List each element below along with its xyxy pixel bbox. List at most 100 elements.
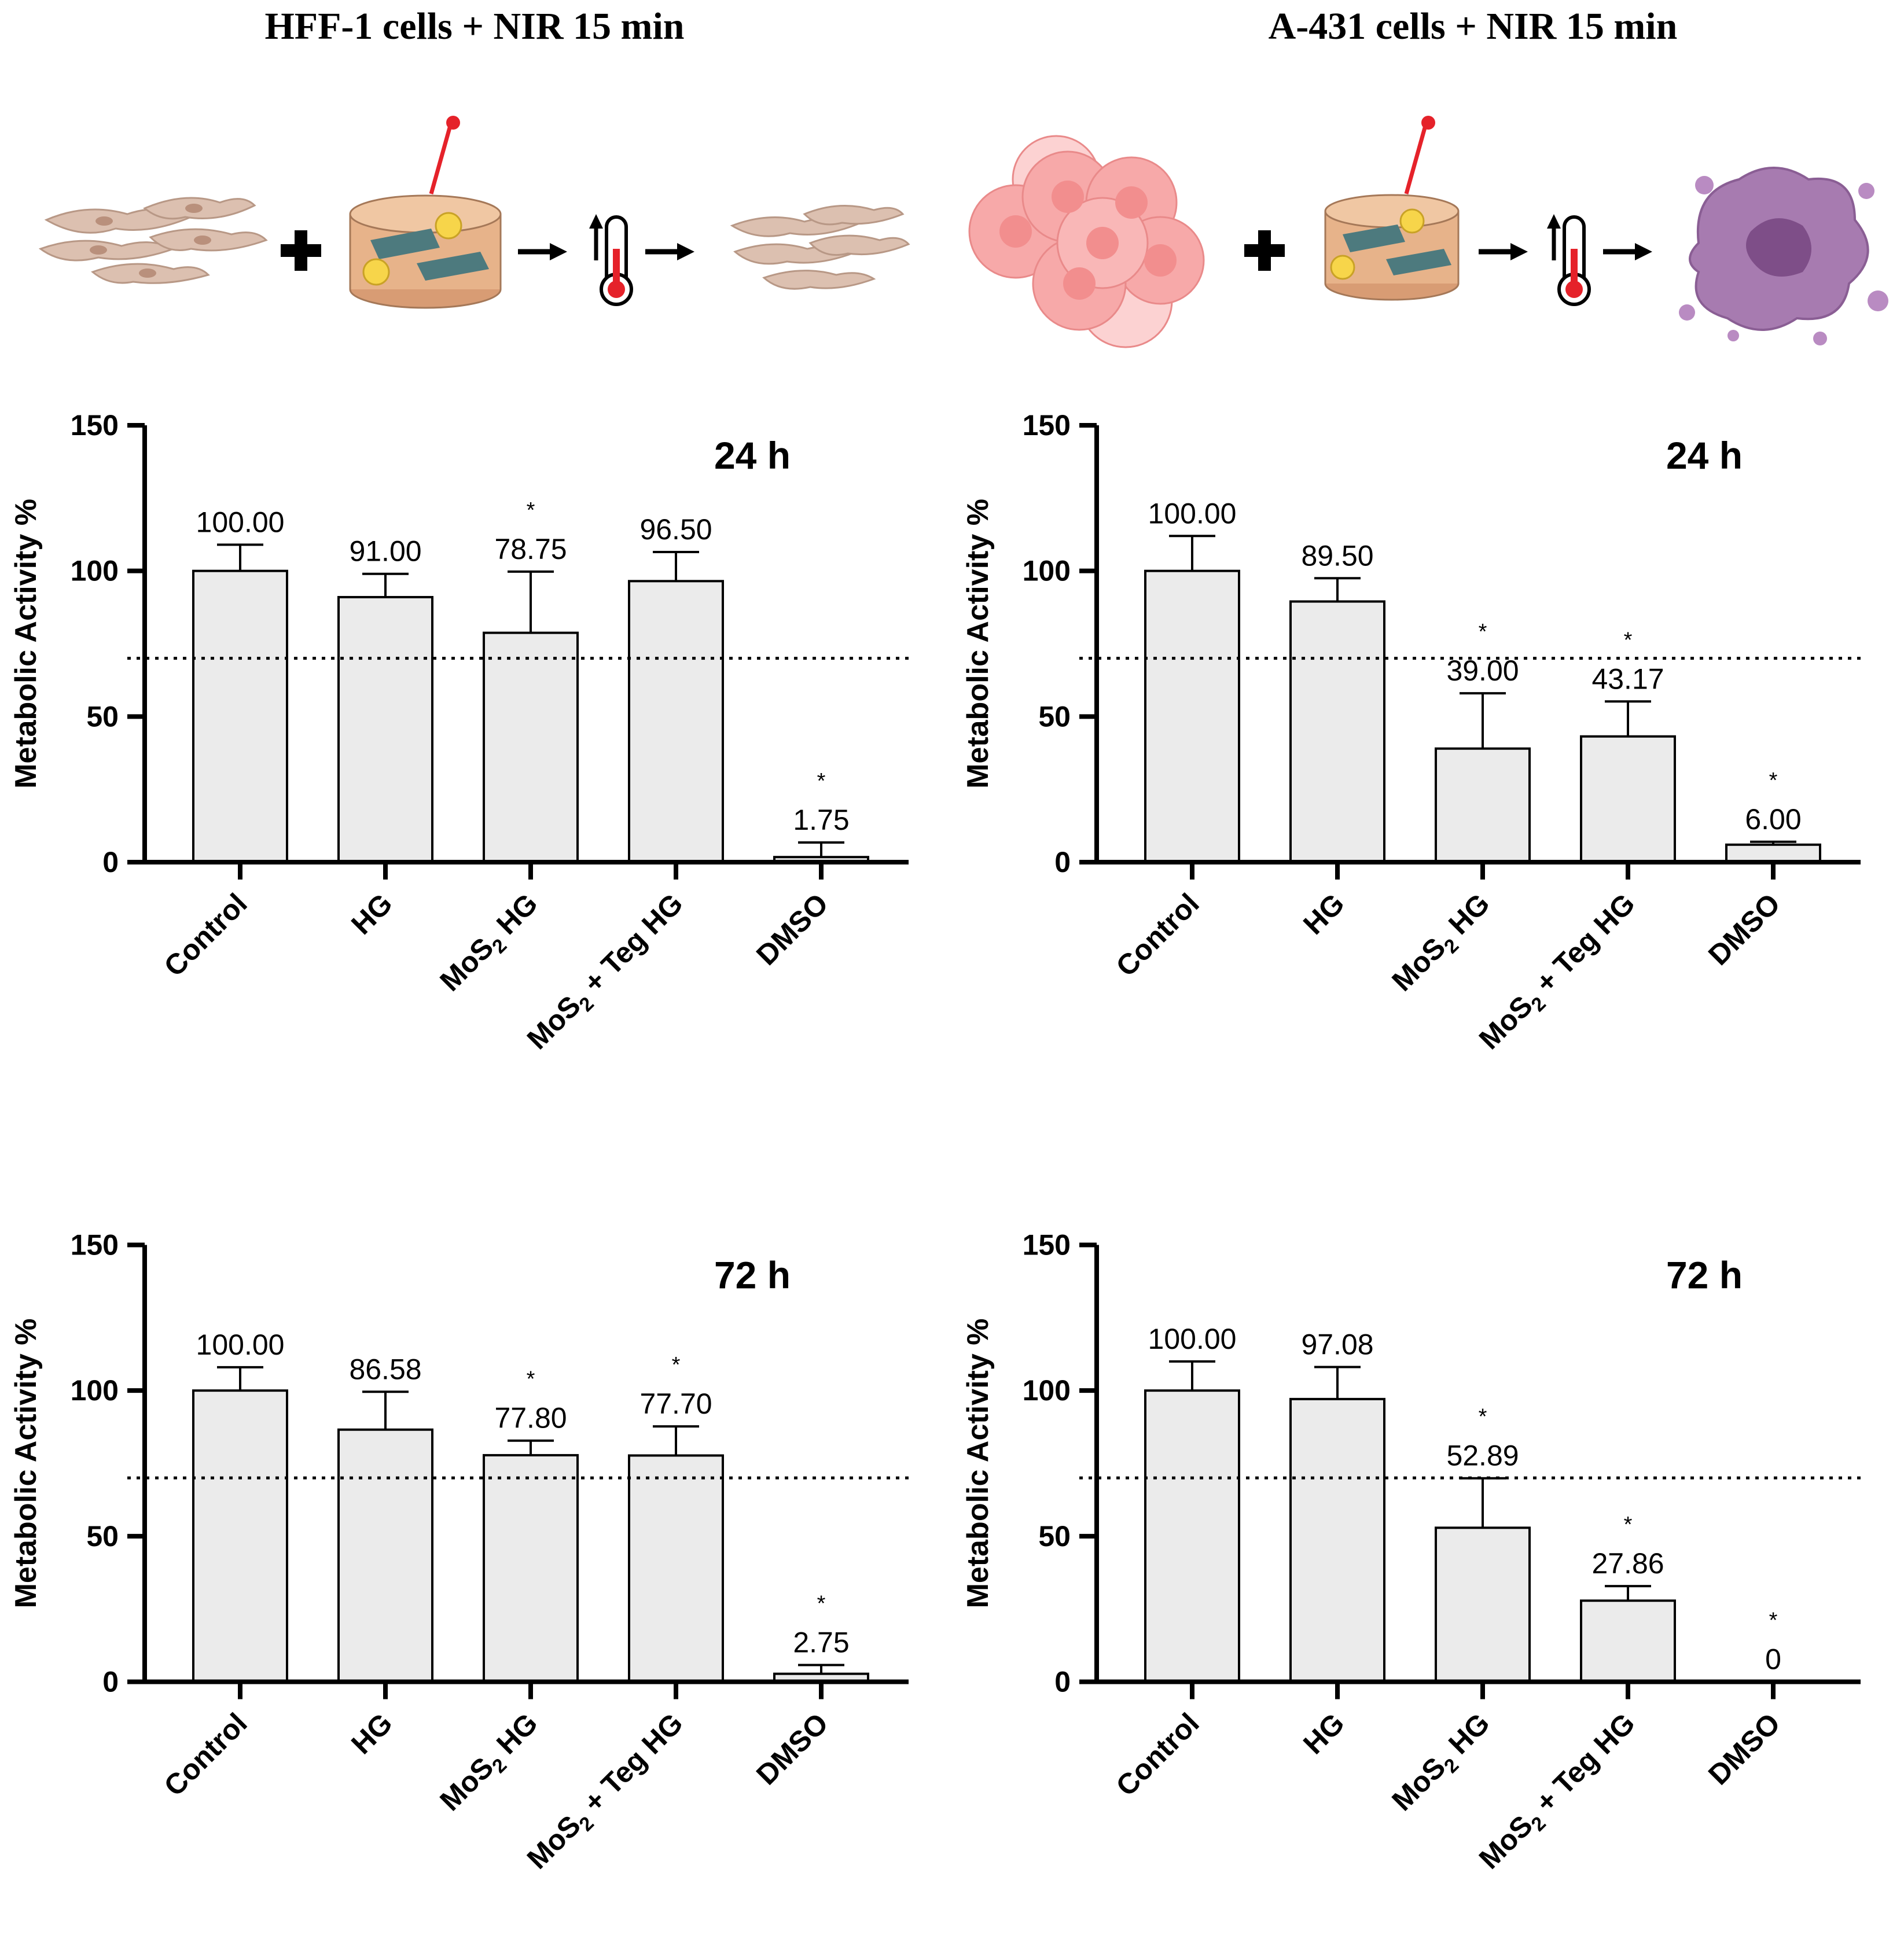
bar-5: [1725, 843, 1821, 863]
significance-marker: *: [672, 1353, 681, 1377]
x-category-label: DMSO: [1702, 1707, 1787, 1791]
arrow-icon: [1603, 243, 1652, 260]
x-category-label: MoS2 HG: [1385, 887, 1499, 1001]
x-category-label: DMSO: [750, 1707, 835, 1791]
value-label: 100.00: [196, 1329, 285, 1361]
chart-a431-24h: Metabolic Activity % 24 h 0 50 100 150 100.00 C…: [961, 409, 1861, 1059]
bar-1: [1144, 1389, 1240, 1683]
thermometer-icon: [589, 214, 633, 306]
y-tick-label: 150: [1023, 1229, 1071, 1261]
x-category-label: DMSO: [1702, 887, 1787, 972]
significance-marker: *: [1479, 1405, 1487, 1429]
y-axis-label: Metabolic Activity %: [961, 499, 995, 789]
y-tick-label: 0: [102, 1666, 119, 1698]
bar-2: [1289, 1397, 1385, 1683]
fibroblast-cells-icon: [38, 197, 268, 284]
x-category-label: HG: [345, 1707, 399, 1761]
bar-2: [337, 595, 433, 863]
dead-cell-icon: [1679, 167, 1888, 345]
significance-marker: *: [817, 1592, 826, 1616]
bar-1: [192, 569, 288, 863]
x-category-label: MoS2 + Teg HG: [1473, 887, 1645, 1059]
a431-treatment-schematic: [968, 116, 1888, 348]
value-label: 78.75: [494, 533, 567, 565]
healthy-fibroblast-cells-icon: [730, 204, 910, 290]
plus-icon: [281, 230, 321, 271]
value-label: 39.00: [1446, 654, 1519, 687]
bar-4: [1580, 1599, 1676, 1683]
chart-hff1-72h: Metabolic Activity % 72 h 0 50 100 150 100.00 C…: [9, 1229, 909, 1879]
bar-1: [192, 1389, 288, 1683]
y-tick-label: 0: [1054, 846, 1071, 878]
hydrogel-dish-icon: [349, 116, 502, 309]
x-category-label: HG: [345, 887, 399, 941]
value-label: 86.58: [349, 1353, 421, 1385]
x-category-label: MoS2 HG: [1385, 1707, 1499, 1821]
plus-icon: [1244, 230, 1285, 271]
left-column-title: HFF-1 cells + NIR 15 min: [264, 5, 685, 47]
x-category-label: DMSO: [750, 887, 835, 972]
hff1-treatment-schematic: [38, 116, 910, 309]
value-label: 43.17: [1591, 663, 1664, 695]
value-label: 91.00: [349, 535, 421, 568]
y-tick-label: 100: [71, 555, 119, 587]
significance-marker: *: [1479, 620, 1487, 644]
y-tick-label: 50: [86, 1520, 119, 1552]
y-tick-label: 50: [1038, 1520, 1071, 1552]
value-label: 27.86: [1591, 1547, 1664, 1580]
significance-marker: *: [527, 498, 535, 523]
bar-2: [337, 1428, 433, 1683]
value-label: 77.80: [494, 1402, 567, 1434]
arrow-icon: [518, 243, 567, 260]
x-category-label: HG: [1297, 1707, 1351, 1761]
bar-4: [1580, 735, 1676, 863]
panel-time-label: 72 h: [714, 1254, 791, 1297]
x-category-label: HG: [1297, 887, 1351, 941]
y-tick-label: 100: [71, 1374, 119, 1407]
value-label: 1.75: [793, 804, 849, 836]
value-label: 100.00: [1148, 497, 1237, 529]
bar-3: [1435, 747, 1531, 864]
y-tick-label: 150: [71, 409, 119, 441]
y-tick-label: 150: [71, 1229, 119, 1261]
bar-3: [483, 1454, 579, 1683]
value-label: 96.50: [639, 513, 712, 546]
y-tick-label: 50: [1038, 700, 1071, 733]
y-tick-label: 100: [1023, 1374, 1071, 1407]
hydrogel-dish-icon: [1324, 116, 1460, 301]
x-category-label: Control: [1110, 1707, 1205, 1802]
value-label: 100.00: [1148, 1323, 1237, 1355]
bar-1: [1144, 569, 1240, 863]
significance-marker: *: [1624, 1513, 1633, 1537]
cancer-cell-cluster-icon: [968, 135, 1205, 348]
bar-4: [628, 1454, 724, 1683]
significance-marker: *: [1769, 1609, 1778, 1633]
x-category-label: Control: [158, 887, 253, 983]
significance-marker: *: [1624, 628, 1633, 652]
value-label: 0: [1765, 1643, 1781, 1676]
bar-3: [1435, 1526, 1531, 1683]
bar-4: [628, 580, 724, 863]
value-label: 89.50: [1301, 539, 1373, 572]
significance-marker: *: [527, 1367, 535, 1392]
significance-marker: *: [817, 769, 826, 793]
panel-time-label: 24 h: [1666, 434, 1743, 477]
y-tick-label: 0: [102, 846, 119, 878]
y-tick-label: 150: [1023, 409, 1071, 441]
value-label: 52.89: [1446, 1440, 1519, 1472]
x-category-label: Control: [158, 1707, 253, 1802]
x-category-label: Control: [1110, 887, 1205, 983]
x-category-label: MoS2 + Teg HG: [1473, 1707, 1645, 1879]
y-tick-label: 50: [86, 700, 119, 733]
value-label: 2.75: [793, 1627, 849, 1659]
value-label: 97.08: [1301, 1328, 1373, 1360]
panel-time-label: 24 h: [714, 434, 791, 477]
x-category-label: MoS2 + Teg HG: [521, 887, 693, 1059]
thermometer-icon: [1547, 214, 1591, 306]
arrow-icon: [1479, 243, 1528, 260]
y-axis-label: Metabolic Activity %: [961, 1319, 995, 1609]
value-label: 6.00: [1745, 803, 1801, 836]
bar-2: [1289, 600, 1385, 863]
chart-a431-72h: Metabolic Activity % 72 h 0 50 100 150 100.00 C…: [961, 1229, 1861, 1879]
bar-3: [483, 631, 579, 863]
